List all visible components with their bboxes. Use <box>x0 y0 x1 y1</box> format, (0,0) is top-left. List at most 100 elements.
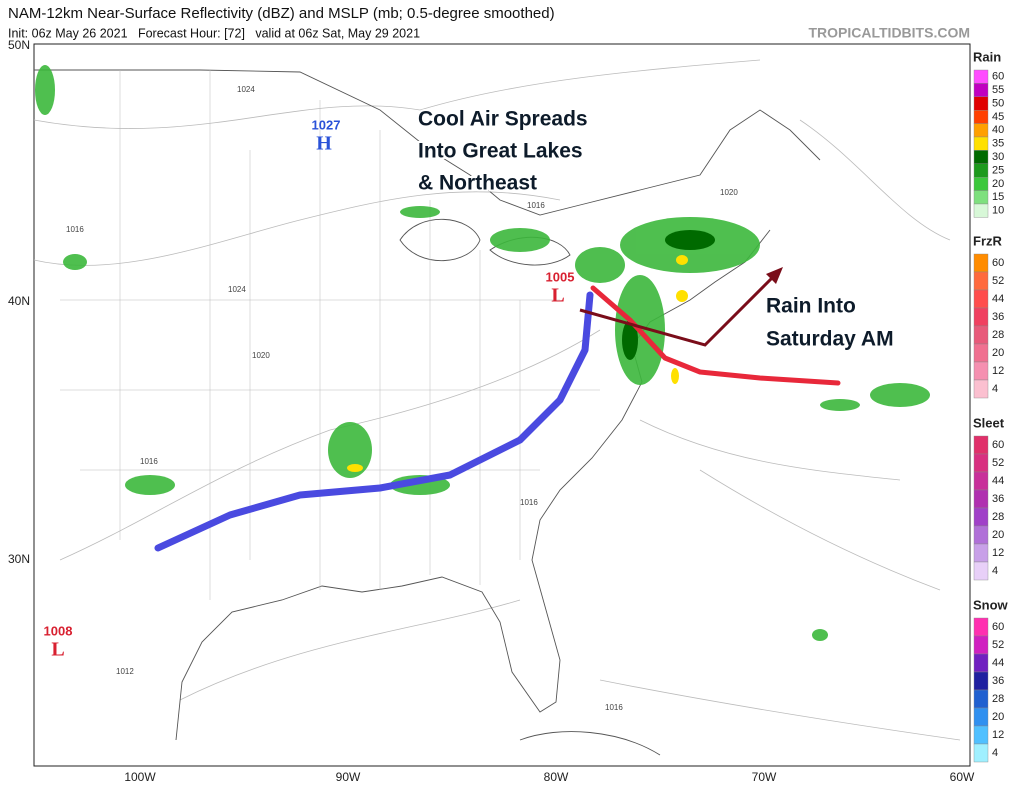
lon-label: 90W <box>336 770 361 784</box>
legend-tick-label: 35 <box>992 138 1004 150</box>
legend-swatch <box>973 109 989 124</box>
subtitle: Init: 06z May 26 2021 Forecast Hour: [72… <box>8 26 420 40</box>
legend-title: Sleet <box>973 415 1005 430</box>
legend-swatch <box>973 69 989 84</box>
pressure-symbol: L <box>51 639 64 661</box>
legend-tick-label: 20 <box>992 347 1004 359</box>
pressure-value: 1027 <box>312 117 341 132</box>
legend-swatch <box>973 617 989 637</box>
legend-swatch <box>973 435 989 455</box>
legend-tick-label: 28 <box>992 693 1004 705</box>
legend-tick-label: 52 <box>992 457 1004 469</box>
legend-tick-label: 40 <box>992 124 1004 136</box>
legend-swatch <box>973 379 989 399</box>
legend-tick-label: 44 <box>992 475 1004 487</box>
legend-tick-label: 28 <box>992 329 1004 341</box>
isobar-label: 1016 <box>66 225 84 234</box>
annotation: Cool Air Spreads <box>418 108 588 131</box>
legend-tick-label: 44 <box>992 657 1004 669</box>
legend-swatch <box>973 507 989 527</box>
annotation: & Northeast <box>418 172 537 195</box>
legend-tick-label: 20 <box>992 529 1004 541</box>
legend-swatch <box>973 289 989 309</box>
legend-swatch <box>973 190 989 205</box>
legend-swatch <box>973 123 989 138</box>
legend-tick-label: 52 <box>992 639 1004 651</box>
title: NAM-12km Near-Surface Reflectivity (dBZ)… <box>8 5 555 22</box>
isobar-label: 1016 <box>140 457 158 466</box>
legend-tick-label: 15 <box>992 191 1004 203</box>
legend-tick-label: 45 <box>992 111 1004 123</box>
legend-tick-label: 28 <box>992 511 1004 523</box>
isobar-label: 1020 <box>720 188 738 197</box>
legend-swatch <box>973 689 989 709</box>
lat-label: 40N <box>8 294 30 308</box>
legend-title: FrzR <box>973 233 1003 248</box>
lon-label: 70W <box>752 770 777 784</box>
legend-tick-label: 4 <box>992 383 998 395</box>
isobar-label: 1016 <box>527 201 545 210</box>
pressure-value: 1008 <box>44 623 73 638</box>
legend-tick-label: 30 <box>992 151 1004 163</box>
lat-label: 50N <box>8 38 30 52</box>
pressure-symbol: L <box>551 285 564 307</box>
isobar-label: 1024 <box>237 85 255 94</box>
legend-tick-label: 60 <box>992 439 1004 451</box>
legend-swatch <box>973 325 989 345</box>
legend-swatch <box>973 671 989 691</box>
isobar-label: 1012 <box>116 667 134 676</box>
legend-swatch <box>973 307 989 327</box>
legend-swatch <box>973 96 989 111</box>
annotation: Into Great Lakes <box>418 140 583 163</box>
legend-swatch <box>973 176 989 191</box>
legend-tick-label: 12 <box>992 365 1004 377</box>
annotation: Saturday AM <box>766 328 894 351</box>
legend-swatch <box>973 743 989 763</box>
legend-swatch <box>973 543 989 563</box>
legend-title: Snow <box>973 597 1009 612</box>
legend-tick-label: 12 <box>992 547 1004 559</box>
pressure-symbol: H <box>316 133 332 155</box>
legend-tick-label: 4 <box>992 565 998 577</box>
legend-tick-label: 36 <box>992 675 1004 687</box>
pressure-value: 1005 <box>546 269 575 284</box>
legend-swatch <box>973 203 989 218</box>
legend-tick-label: 60 <box>992 621 1004 633</box>
legend-tick-label: 4 <box>992 747 998 759</box>
legend-swatch <box>973 471 989 491</box>
legend-swatch <box>973 253 989 273</box>
legend-swatch <box>973 453 989 473</box>
legend-tick-label: 20 <box>992 178 1004 190</box>
legend-tick-label: 36 <box>992 493 1004 505</box>
legend-swatch <box>973 725 989 745</box>
legend-swatch <box>973 343 989 363</box>
legend-swatch <box>973 271 989 291</box>
legend-swatch <box>973 163 989 178</box>
legend-swatch <box>973 561 989 581</box>
watermark: TROPICALTIDBITS.COM <box>808 25 970 41</box>
legend-tick-label: 12 <box>992 729 1004 741</box>
legend-swatch <box>973 83 989 98</box>
legend-swatch <box>973 489 989 509</box>
isobar-label: 1024 <box>228 285 246 294</box>
isobar-label: 1020 <box>252 351 270 360</box>
legend-tick-label: 44 <box>992 293 1004 305</box>
legend-tick-label: 36 <box>992 311 1004 323</box>
legend-tick-label: 60 <box>992 71 1004 83</box>
legend-swatch <box>973 653 989 673</box>
legend-swatch <box>973 150 989 164</box>
legend-tick-label: 50 <box>992 97 1004 109</box>
annotation: Rain Into <box>766 295 856 318</box>
legend-tick-label: 20 <box>992 711 1004 723</box>
legend-tick-label: 10 <box>992 205 1004 217</box>
legend-tick-label: 60 <box>992 257 1004 269</box>
lat-label: 30N <box>8 552 30 566</box>
legend-swatch <box>973 361 989 381</box>
map: 1027 H 1005 L 1008 L 1024 1016 1024 1020… <box>33 43 971 767</box>
lon-label: 80W <box>544 770 569 784</box>
legend-title: Rain <box>973 49 1001 64</box>
legend-tick-label: 52 <box>992 275 1004 287</box>
legend-tick-label: 25 <box>992 164 1004 176</box>
legend-swatch <box>973 707 989 727</box>
